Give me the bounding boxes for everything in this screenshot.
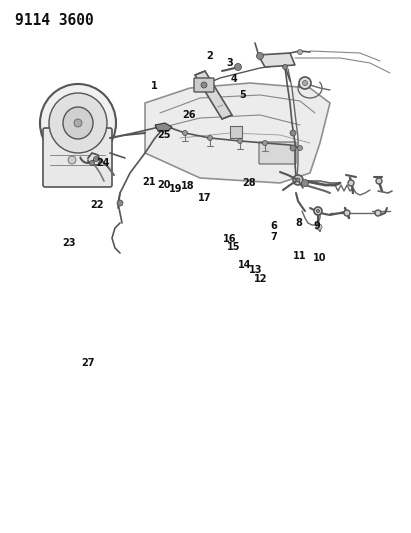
Text: 23: 23 [62,238,76,247]
Circle shape [282,64,288,69]
Polygon shape [145,83,330,183]
Circle shape [238,139,242,143]
Circle shape [348,180,354,186]
Polygon shape [195,71,232,119]
Circle shape [256,52,263,60]
Circle shape [263,141,268,146]
Circle shape [90,160,95,166]
Circle shape [344,210,350,216]
Text: 20: 20 [157,181,170,190]
FancyBboxPatch shape [194,78,214,92]
Circle shape [316,209,319,213]
Ellipse shape [49,93,107,153]
Circle shape [208,135,212,141]
Text: 26: 26 [182,110,195,120]
Circle shape [93,157,99,161]
Text: 28: 28 [242,179,256,188]
Text: 12: 12 [254,274,268,284]
Text: 17: 17 [198,193,211,203]
Text: 24: 24 [96,158,109,167]
Circle shape [296,178,300,182]
Circle shape [74,119,82,127]
Circle shape [298,50,302,54]
Polygon shape [88,153,100,165]
Circle shape [298,146,302,150]
Text: 18: 18 [181,181,195,191]
Text: 11: 11 [293,252,307,261]
Text: 25: 25 [157,130,170,140]
Text: 15: 15 [227,243,240,252]
Text: 2: 2 [206,51,213,61]
Text: 1: 1 [151,82,157,91]
Circle shape [117,200,123,206]
Text: 6: 6 [270,221,277,231]
Circle shape [293,175,303,185]
Circle shape [316,224,322,230]
Text: 9114 3600: 9114 3600 [15,13,94,28]
FancyBboxPatch shape [43,128,112,187]
Polygon shape [155,123,172,131]
Text: 8: 8 [296,219,302,228]
Text: 3: 3 [226,58,233,68]
FancyBboxPatch shape [259,142,296,164]
Circle shape [376,178,382,184]
Circle shape [235,63,242,70]
Circle shape [290,130,296,136]
Circle shape [182,131,187,135]
Circle shape [290,145,296,151]
Ellipse shape [40,84,116,162]
Polygon shape [258,53,295,67]
Text: 27: 27 [81,358,94,368]
Circle shape [68,156,76,164]
Circle shape [314,207,322,215]
Text: 7: 7 [270,232,277,241]
Ellipse shape [63,107,93,139]
Bar [230,126,242,138]
Text: 9: 9 [313,221,320,231]
Text: 13: 13 [249,265,262,274]
Text: 5: 5 [239,91,246,100]
Text: 16: 16 [223,235,236,244]
Circle shape [302,180,309,187]
Text: 21: 21 [142,177,155,187]
Text: 14: 14 [238,260,252,270]
Circle shape [201,82,207,88]
Text: 10: 10 [313,253,326,263]
Text: 19: 19 [169,184,182,193]
Text: 4: 4 [231,75,238,84]
Circle shape [299,77,311,89]
Circle shape [375,210,381,216]
Text: 22: 22 [91,200,104,209]
Circle shape [302,80,307,85]
